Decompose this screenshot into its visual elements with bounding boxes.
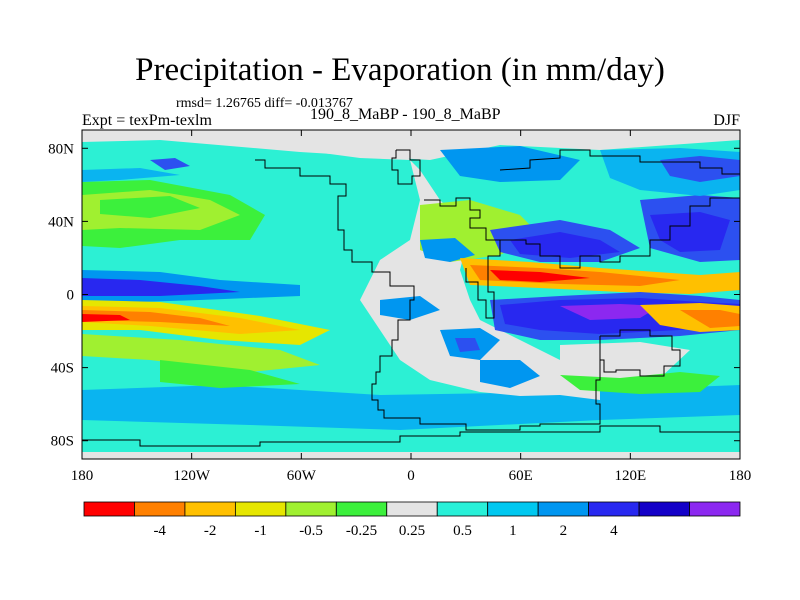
x-tick-label: 180 — [71, 468, 94, 484]
field-region — [680, 310, 740, 328]
x-tick-label: 60W — [287, 468, 317, 484]
field-region — [650, 212, 730, 252]
field-region — [150, 158, 190, 170]
coastline-eurasia — [424, 197, 501, 319]
stats-line: rmsd= 1.26765 diff= -0.013767 — [176, 96, 353, 111]
colorbar-swatch — [386, 501, 438, 517]
experiment-label: Expt = texPm-texlm — [82, 112, 212, 129]
y-axis: 80N 40N 0 40S 80S — [48, 141, 740, 450]
colorbar-label: 0.5 — [453, 523, 472, 539]
colorbar-swatch — [436, 501, 489, 517]
colorbar-label: -0.25 — [346, 523, 377, 539]
field-region — [100, 196, 200, 218]
x-tick-label: 60E — [509, 468, 533, 484]
field-region — [440, 146, 580, 182]
chart-title: Precipitation - Evaporation (in mm/day) — [135, 52, 665, 88]
colorbar-label: 0.25 — [399, 523, 425, 539]
field-region — [82, 278, 240, 296]
field-region — [82, 130, 740, 160]
colorbar-swatch — [689, 501, 741, 517]
field-region — [82, 334, 320, 372]
colorbar-label: 2 — [560, 523, 568, 539]
field-region — [82, 168, 180, 182]
colorbar-swatch — [285, 501, 337, 517]
case-label: 190_8_MaBP - 190_8_MaBP — [310, 106, 501, 123]
colorbar-swatch — [335, 501, 388, 517]
field-region — [560, 304, 660, 320]
field-region — [82, 310, 230, 326]
x-axis: 180 120W 60W 0 60E 120E 180 — [71, 130, 752, 484]
colorbar-label: -1 — [254, 523, 267, 539]
x-tick-label: 120E — [614, 468, 646, 484]
colorbar-label: 1 — [509, 523, 517, 539]
colorbar-label: -4 — [153, 523, 166, 539]
y-tick-label: 40N — [48, 214, 74, 230]
y-tick-label: 80N — [48, 141, 74, 157]
field-region — [160, 360, 300, 388]
field-region — [255, 140, 600, 400]
colorbar-swatch — [234, 501, 287, 517]
coastline-australia — [599, 329, 681, 377]
y-tick-label: 0 — [67, 288, 75, 304]
colorbar-swatch — [134, 501, 186, 517]
field-region — [82, 314, 130, 322]
y-tick-label: 40S — [51, 361, 74, 377]
coastlines — [82, 149, 740, 447]
colorbar-swatch — [588, 501, 640, 517]
field-region — [560, 342, 690, 384]
colorbar-label: -2 — [204, 523, 217, 539]
field-region — [490, 270, 590, 282]
coastline-americas — [255, 159, 601, 431]
contour-field — [82, 130, 740, 459]
coastline-greenland — [391, 149, 421, 185]
colorbar-label: 4 — [610, 523, 618, 539]
field-region — [510, 232, 620, 258]
y-tick-label: 80S — [51, 434, 74, 450]
coastline-asia-south — [500, 197, 740, 269]
field-region — [455, 338, 480, 352]
x-tick-label: 120W — [173, 468, 211, 484]
season-label: DJF — [713, 112, 740, 129]
colorbar-swatch — [487, 501, 539, 517]
field-region — [480, 360, 540, 388]
colorbar-swatch — [83, 501, 135, 517]
colorbar-swatch — [638, 501, 690, 517]
colorbar-label: -0.5 — [299, 523, 323, 539]
coastline-antarctica — [82, 425, 740, 447]
coastline-asia — [499, 149, 740, 175]
colorbar-swatch — [537, 501, 590, 517]
x-tick-label: 180 — [729, 468, 752, 484]
x-tick-label: 0 — [407, 468, 415, 484]
field-region — [420, 238, 475, 262]
colorbar: -4 -2 -1 -0.5 -0.25 0.25 0.5 1 2 4 — [83, 501, 741, 539]
colorbar-swatch — [184, 501, 236, 517]
